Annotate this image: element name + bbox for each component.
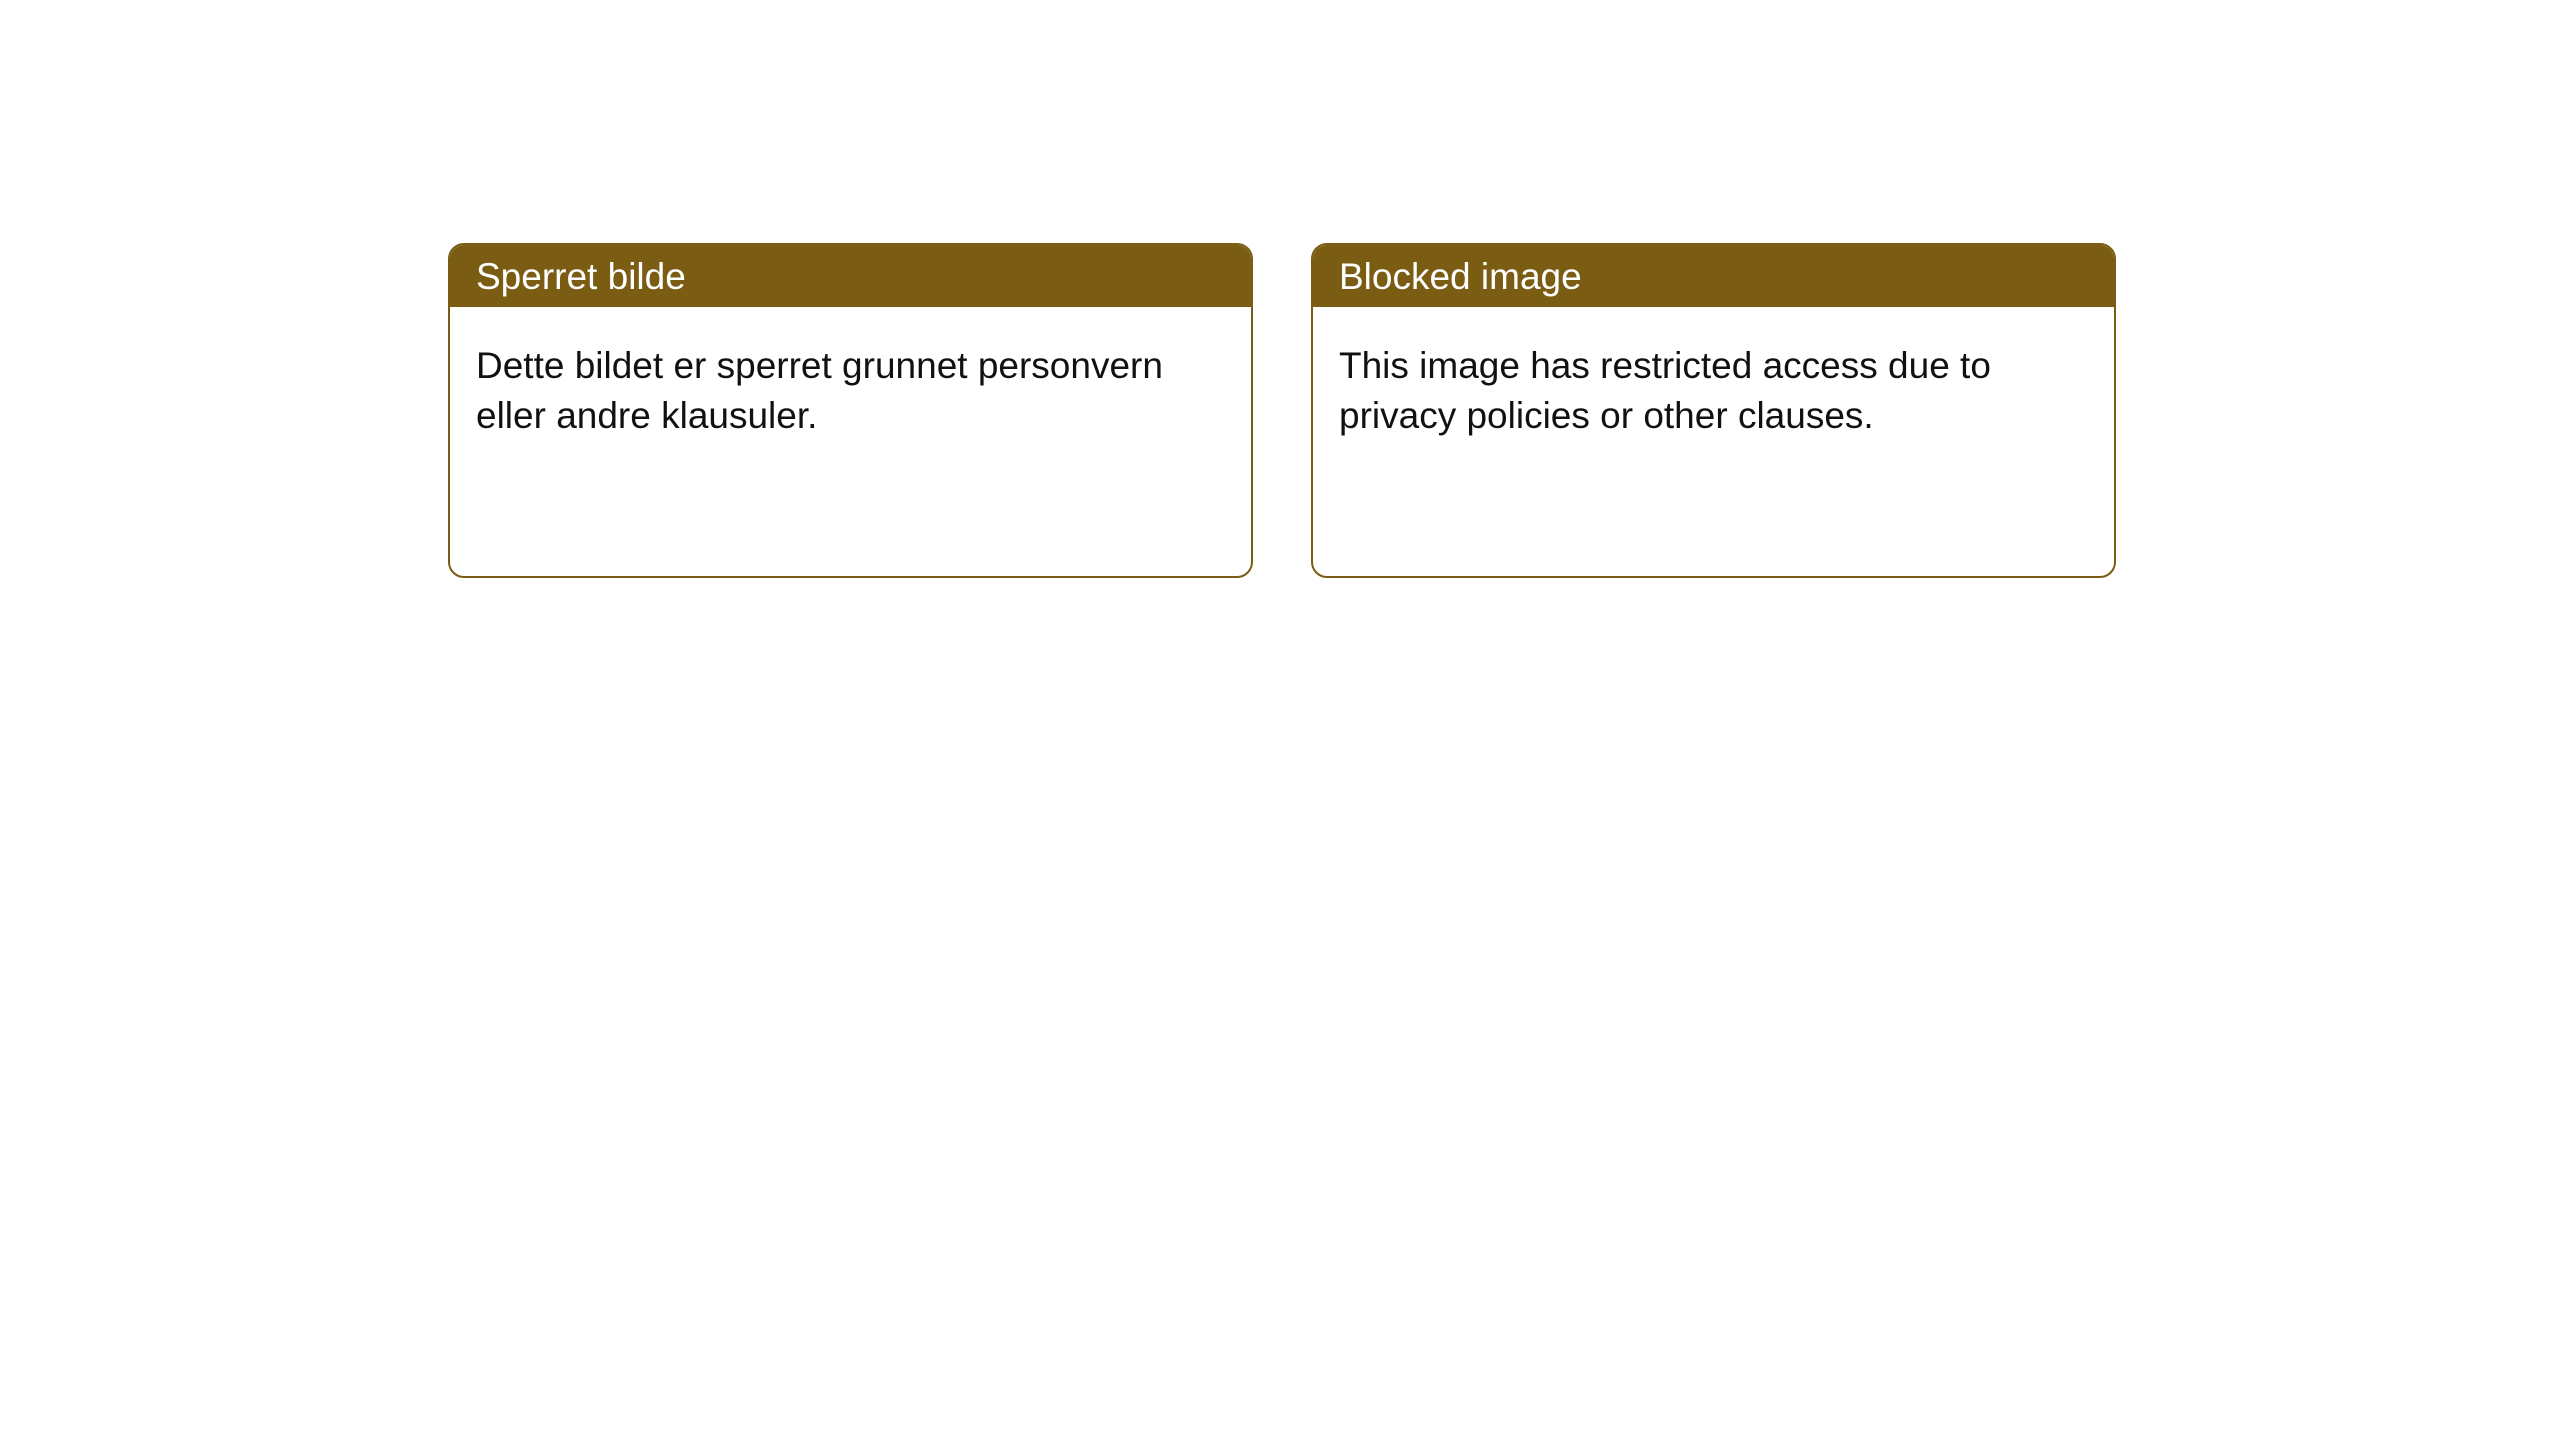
card-body-text: Dette bildet er sperret grunnet personve… <box>450 307 1251 461</box>
card-header: Blocked image <box>1313 245 2114 307</box>
notice-container: Sperret bilde Dette bildet er sperret gr… <box>0 0 2560 578</box>
card-body-text: This image has restricted access due to … <box>1313 307 2114 461</box>
notice-card-english: Blocked image This image has restricted … <box>1311 243 2116 578</box>
notice-card-norwegian: Sperret bilde Dette bildet er sperret gr… <box>448 243 1253 578</box>
card-header: Sperret bilde <box>450 245 1251 307</box>
